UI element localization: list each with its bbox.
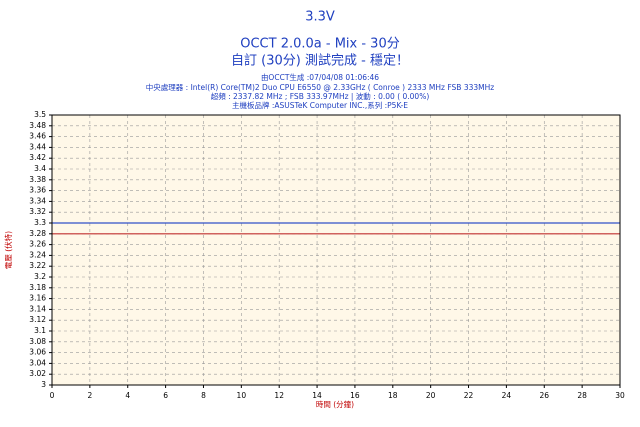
y-tick-label: 3.3 [34, 218, 46, 227]
y-tick-label: 3.14 [29, 304, 46, 313]
x-tick-label: 12 [274, 391, 284, 400]
y-tick-label: 3.4 [34, 164, 46, 173]
y-tick-label: 3.2 [34, 272, 46, 281]
y-tick-label: 3.26 [29, 240, 46, 249]
y-tick-label: 3.18 [29, 283, 46, 292]
y-tick-label: 3.38 [29, 175, 46, 184]
x-tick-label: 26 [539, 391, 549, 400]
plot-area [52, 115, 620, 385]
annotation: 由OCCT生成 :07/04/08 01:06:46 [261, 72, 379, 82]
y-tick-label: 3.48 [29, 121, 46, 130]
y-tick-label: 3.42 [29, 153, 46, 162]
x-tick-label: 0 [50, 391, 55, 400]
x-tick-label: 6 [163, 391, 168, 400]
x-tick-label: 2 [87, 391, 92, 400]
y-tick-label: 3.08 [29, 337, 46, 346]
y-tick-label: 3.44 [29, 142, 46, 151]
x-tick-label: 4 [125, 391, 130, 400]
y-tick-label: 3.22 [29, 261, 46, 270]
x-tick-label: 30 [615, 391, 625, 400]
x-tick-label: 14 [312, 391, 322, 400]
y-tick-label: 3.06 [29, 348, 46, 357]
y-tick-label: 3.16 [29, 294, 46, 303]
y-axis-label: 電壓 (伏特) [3, 231, 13, 269]
y-tick-label: 3.1 [34, 326, 46, 335]
annotation: 中央處理器 : Intel(R) Core(TM)2 Duo CPU E6550… [146, 82, 494, 92]
chart-subtitle: OCCT 2.0.0a - Mix - 30分 [240, 37, 399, 52]
x-tick-label: 22 [464, 391, 474, 400]
annotation: 主機板品牌 :ASUSTeK Computer INC.,系列 :P5K-E [232, 100, 408, 110]
x-tick-label: 20 [426, 391, 436, 400]
y-tick-label: 3 [41, 380, 46, 389]
y-tick-label: 3.34 [29, 196, 46, 205]
x-tick-label: 10 [237, 391, 247, 400]
y-tick-label: 3.24 [29, 250, 46, 259]
x-tick-label: 18 [388, 391, 398, 400]
x-axis-label: 時間 (分鐘) [316, 399, 354, 409]
y-tick-label: 3.32 [29, 207, 46, 216]
x-tick-label: 28 [577, 391, 587, 400]
y-tick-label: 3.36 [29, 186, 46, 195]
y-tick-label: 3.02 [29, 369, 46, 378]
y-tick-label: 3.12 [29, 315, 46, 324]
chart-title: 3.3V [305, 10, 335, 25]
chart-subtitle: 自訂 (30分) 測試完成 - 穩定！ [231, 53, 409, 69]
annotation: 超頻 : 2337.82 MHz ; FSB 333.97MHz | 波動 : … [211, 91, 430, 101]
plot-border [51, 114, 621, 386]
y-tick-label: 3.46 [29, 132, 46, 141]
y-tick-label: 3.04 [29, 358, 46, 367]
x-tick-label: 16 [350, 391, 360, 400]
y-tick-label: 3.5 [34, 110, 46, 119]
y-tick-label: 3.28 [29, 229, 46, 238]
x-tick-label: 8 [201, 391, 206, 400]
x-tick-label: 24 [502, 391, 512, 400]
